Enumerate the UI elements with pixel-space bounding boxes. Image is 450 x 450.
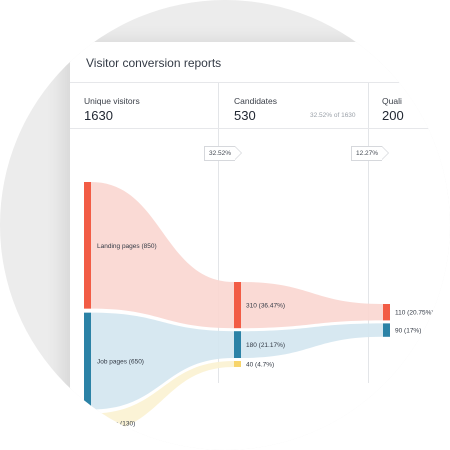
candidate-bar-3 [234, 361, 241, 367]
source-label-landing-pages: Landing pages (850) [97, 243, 157, 250]
column-separator-1 [218, 83, 219, 383]
report-title: Visitor conversion reports [86, 56, 222, 70]
flow-band-job-pages [91, 312, 234, 410]
stat-value-qualified: 200 [382, 108, 404, 123]
conversion-rate-tag-2: 12.27% [351, 146, 390, 161]
report-panel: Visitor conversion reports Unique visito… [70, 42, 450, 450]
candidate-label-2: 180 (21.17%) [246, 342, 285, 349]
flow-band-qualified-2 [241, 323, 383, 359]
qualified-label-2: 90 (17%) [395, 328, 421, 335]
flow-band-landing-pages [91, 182, 234, 329]
stat-label-candidates: Candidates [234, 96, 278, 106]
candidate-bar-1 [234, 282, 241, 329]
header-divider-bottom [70, 128, 450, 129]
column-separator-2 [368, 83, 369, 383]
source-bar-job-pages [84, 312, 91, 410]
conversion-sankey: Landing pages (850) Job pages (650) Articl… [84, 182, 434, 433]
qualified-label-1: 110 (20.75%) [395, 310, 434, 317]
stat-note-candidates: 32.52% of 1630 [310, 112, 356, 119]
stat-label-qualified: Quali [382, 96, 402, 106]
source-label-job-pages: Job pages (650) [97, 359, 144, 366]
candidate-label-1: 310 (36.47%) [246, 303, 285, 310]
source-bar-articles [84, 413, 91, 433]
flow-band-articles [91, 361, 234, 433]
header-divider-top [70, 82, 450, 83]
qualified-bar-1 [383, 304, 390, 321]
candidate-bar-2 [234, 331, 241, 359]
qualified-bar-2 [383, 323, 390, 337]
stat-value-unique-visitors: 1630 [84, 108, 113, 123]
source-bar-landing-pages [84, 182, 91, 309]
stat-label-unique-visitors: Unique visitors [84, 96, 140, 106]
flow-band-qualified-1 [241, 282, 383, 329]
stat-value-candidates: 530 [234, 108, 256, 123]
conversion-rate-tag-1: 32.52% [204, 146, 243, 161]
candidate-label-3: 40 (4.7%) [246, 361, 274, 368]
source-label-articles: Articles (130) [97, 421, 135, 428]
